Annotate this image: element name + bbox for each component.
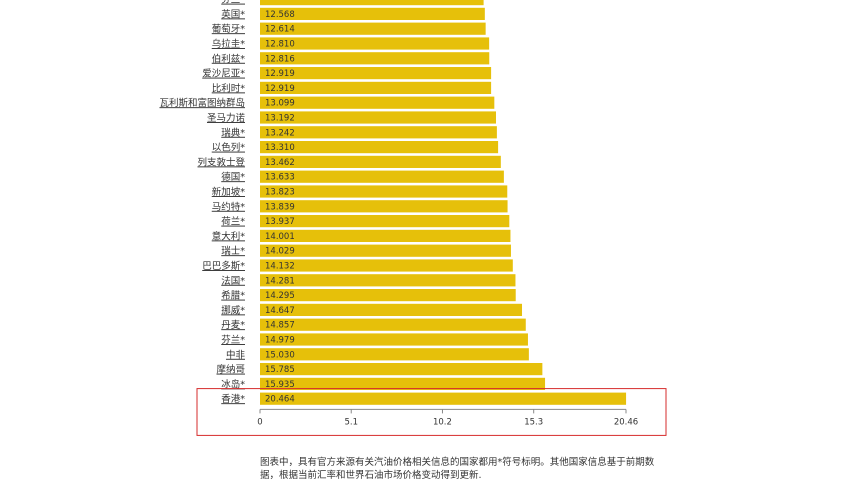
bar <box>260 111 496 124</box>
category-label: 列支敦士登 <box>197 156 245 168</box>
category-label: 法国* <box>221 275 245 287</box>
value-label: 14.295 <box>265 291 295 301</box>
value-label: 12.816 <box>265 54 295 64</box>
value-label: 13.633 <box>265 173 295 183</box>
bar <box>260 126 497 139</box>
bar <box>260 141 499 154</box>
category-label: 挪威* <box>221 304 245 316</box>
bar <box>260 392 627 405</box>
value-label: 12.919 <box>265 84 295 94</box>
category-label: 英国* <box>221 8 245 20</box>
value-label: 13.462 <box>265 158 295 168</box>
value-label: 12.568 <box>265 10 295 20</box>
bar <box>260 52 490 65</box>
value-label: 15.785 <box>265 365 295 375</box>
category-label: 意大利* <box>212 230 246 242</box>
bar <box>260 274 516 287</box>
category-label: 爱沙尼亚* <box>202 68 245 80</box>
bar <box>260 185 508 198</box>
category-label: 瑞典* <box>221 127 245 139</box>
value-label: 20.464 <box>265 395 295 405</box>
x-tick-label: 0 <box>257 417 262 427</box>
bar <box>260 67 492 80</box>
value-label: 13.099 <box>265 99 295 109</box>
category-label: 比利时* <box>212 82 246 94</box>
value-label: 15.030 <box>265 350 295 360</box>
bar <box>260 215 510 228</box>
value-label: 13.839 <box>265 202 295 212</box>
bar <box>260 22 486 35</box>
chart-footnote: 图表中，具有官方来源有关汽油价格相关信息的国家都用*符号标明。其他国家信息基于前… <box>260 457 655 481</box>
category-label: 中非 <box>226 349 246 361</box>
value-label: 14.001 <box>265 232 295 242</box>
x-tick-label: 20.46 <box>614 417 638 427</box>
bar <box>260 318 526 331</box>
bar <box>260 200 508 213</box>
bar <box>260 348 529 361</box>
value-label: 13.937 <box>265 217 295 227</box>
value-label: 13.823 <box>265 188 295 198</box>
value-label: 13.310 <box>265 143 295 153</box>
category-label: 丹麦* <box>221 319 245 331</box>
category-label: 乌拉圭* <box>212 38 246 50</box>
bar <box>260 7 485 20</box>
category-label: 新加坡* <box>212 186 246 198</box>
x-tick-label: 5.1 <box>344 417 358 427</box>
bar <box>260 37 490 50</box>
category-label: 巴巴多斯* <box>202 260 245 272</box>
highlight-box <box>196 388 667 436</box>
category-label: 希腊* <box>221 290 245 302</box>
x-tick-label: 15.3 <box>524 417 543 427</box>
bar <box>260 0 484 6</box>
category-label: 葡萄牙* <box>212 23 246 35</box>
bar <box>260 289 516 302</box>
category-label: 瓦利斯和富图纳群岛 <box>159 97 245 109</box>
value-label: 13.242 <box>265 128 295 138</box>
value-label: 13.192 <box>265 114 295 124</box>
value-label: 12.810 <box>265 40 295 50</box>
value-label: 14.857 <box>265 321 295 331</box>
category-label: 以色列* <box>212 142 246 154</box>
bar <box>260 96 495 109</box>
value-label: 12.614 <box>265 25 295 35</box>
category-label: 摩纳哥 <box>216 364 245 376</box>
category-label: 马约特* <box>212 201 246 213</box>
bar <box>260 229 511 242</box>
category-label: 圣马力诺 <box>207 112 246 124</box>
category-label: 伯利兹* <box>212 53 246 65</box>
bar <box>260 333 528 346</box>
value-label: 14.029 <box>265 247 295 257</box>
category-label: 冰岛* <box>221 378 245 390</box>
bar <box>260 259 513 272</box>
category-label: 芬兰* <box>221 334 245 346</box>
bar <box>260 377 546 390</box>
bar <box>260 155 501 168</box>
category-label: 荷兰* <box>221 216 245 228</box>
x-tick-label: 10.2 <box>433 417 452 427</box>
category-label: 芬兰* <box>221 0 245 6</box>
value-label: 12.919 <box>265 69 295 79</box>
value-label: 14.979 <box>265 336 295 346</box>
bar <box>260 244 511 257</box>
category-label: 香港* <box>221 393 245 405</box>
bar <box>260 363 543 376</box>
bar <box>260 81 492 94</box>
value-label: 15.935 <box>265 380 295 390</box>
category-label: 德国* <box>221 171 245 183</box>
category-label: 瑞士* <box>221 245 245 257</box>
value-label: 14.281 <box>265 276 295 286</box>
value-label: 14.132 <box>265 262 295 272</box>
value-label: 14.647 <box>265 306 295 316</box>
bar <box>260 303 523 316</box>
bar <box>260 170 504 183</box>
